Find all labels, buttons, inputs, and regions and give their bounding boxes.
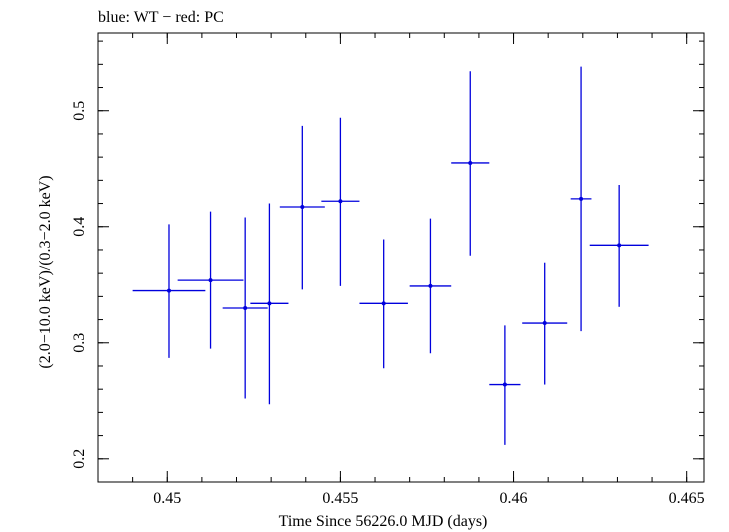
data-marker: [579, 196, 584, 201]
data-point-7: [359, 239, 408, 369]
data-marker: [243, 305, 248, 310]
major-ticks: [98, 33, 704, 482]
y-tick-labels: 0.2 0.3 0.4 0.5: [71, 101, 88, 469]
y-tick-label: 0.3: [71, 333, 88, 353]
y-tick-label: 0.4: [71, 217, 88, 237]
data-point-3: [222, 217, 268, 399]
data-point-1: [132, 224, 206, 358]
data-point-8: [409, 218, 452, 354]
data-point-2: [177, 211, 244, 349]
data-marker: [428, 283, 433, 288]
data-marker: [468, 160, 473, 165]
data-marker: [542, 321, 547, 326]
data-marker: [267, 301, 272, 306]
data-marker: [208, 278, 213, 283]
chart-title: blue: WT − red: PC: [98, 9, 224, 26]
y-tick-label: 0.2: [71, 449, 88, 469]
data-point-11: [522, 262, 568, 385]
x-axis-label: Time Since 56226.0 MJD (days): [279, 513, 488, 530]
data-marker: [381, 301, 386, 306]
data-marker: [166, 288, 171, 293]
x-tick-labels: 0.45 0.455 0.46 0.465: [153, 490, 704, 507]
x-tick-label: 0.455: [322, 490, 358, 507]
x-tick-label: 0.45: [153, 490, 181, 507]
data-point-9: [451, 71, 490, 256]
data-marker: [300, 205, 305, 210]
y-tick-label: 0.5: [71, 101, 88, 121]
data-point-5: [279, 125, 325, 290]
series-wt: [132, 66, 649, 445]
data-point-10: [489, 325, 521, 445]
data-point-13: [589, 184, 649, 307]
data-marker: [338, 199, 343, 204]
data-marker: [617, 243, 622, 248]
data-point-6: [321, 117, 360, 286]
data-marker: [502, 382, 507, 387]
data-point-4: [250, 203, 289, 405]
x-tick-label: 0.46: [500, 490, 528, 507]
minor-ticks: [97, 33, 704, 483]
data-point-12: [570, 66, 592, 332]
y-axis-label: (2.0−10.0 keV)/(0.3−2.0 keV): [37, 175, 54, 368]
plot-frame: [97, 32, 705, 483]
x-tick-label: 0.465: [669, 490, 705, 507]
